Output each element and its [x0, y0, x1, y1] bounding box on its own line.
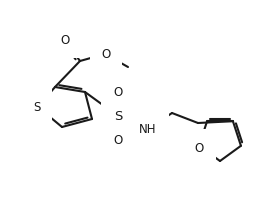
Text: O: O — [60, 34, 70, 47]
Text: NH: NH — [139, 123, 157, 136]
Text: O: O — [113, 86, 123, 99]
Text: S: S — [114, 110, 122, 123]
Text: O: O — [113, 134, 123, 147]
Text: O: O — [101, 48, 111, 61]
Text: O: O — [195, 142, 204, 154]
Text: S: S — [33, 101, 41, 114]
